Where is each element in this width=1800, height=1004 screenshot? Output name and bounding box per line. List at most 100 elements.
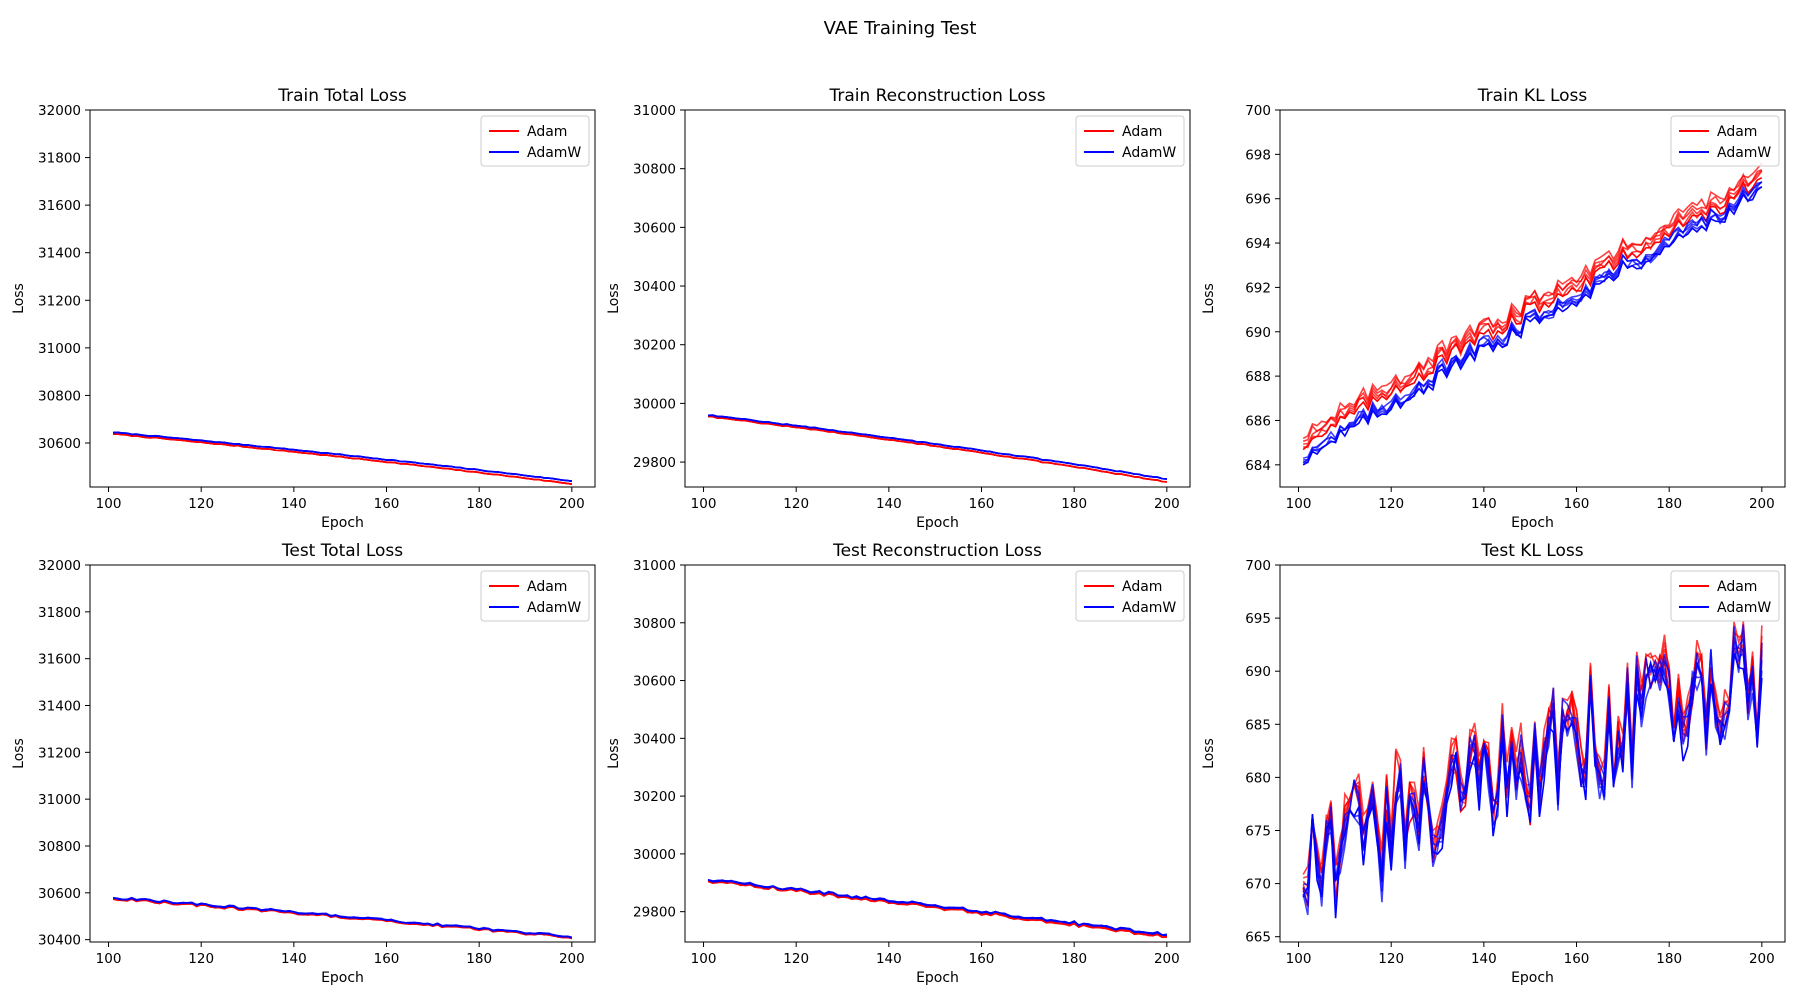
x-tick-label: 140 — [281, 951, 307, 967]
legend-box — [1670, 115, 1780, 167]
y-tick-label: 30800 — [38, 388, 81, 404]
legend-label-adam: Adam — [1717, 124, 1757, 140]
subplot-title: Test Total Loss — [281, 541, 403, 561]
series-line-adam — [113, 433, 572, 485]
x-tick-label: 160 — [374, 496, 400, 512]
plot-frame — [89, 564, 596, 943]
y-tick-label: 692 — [1245, 280, 1271, 296]
y-tick-label: 29800 — [633, 905, 676, 921]
figure-title: VAE Training Test — [824, 18, 977, 39]
subplot-3: 100 120 140 160 180 200 684 686 688 690 692 694 696 6… — [1201, 86, 1786, 531]
x-tick-label: 100 — [691, 496, 717, 512]
y-axis-label: Loss — [1201, 738, 1217, 769]
y-tick-label: 30400 — [633, 279, 676, 295]
plot-area — [1302, 162, 1763, 466]
x-axis-label: Epoch — [321, 970, 364, 986]
y-tick-label: 30000 — [633, 396, 676, 412]
plot-frame — [684, 564, 1191, 943]
y-tick-label: 30800 — [633, 162, 676, 178]
y-tick-label: 30600 — [38, 886, 81, 902]
x-tick-label: 180 — [1656, 496, 1682, 512]
x-tick-label: 160 — [1564, 951, 1590, 967]
subplot-title: Test Reconstruction Loss — [832, 541, 1042, 561]
series-line-adam — [708, 415, 1167, 483]
legend-label-adamw: AdamW — [1717, 145, 1771, 161]
y-tick-label: 695 — [1245, 611, 1271, 627]
x-axis-label: Epoch — [321, 515, 364, 531]
legend-label-adam: Adam — [1717, 579, 1757, 595]
subplot-6: 100 120 140 160 180 200 665 670 675 680 685 690 695 7… — [1201, 541, 1786, 986]
y-tick-label: 30600 — [633, 220, 676, 236]
y-tick-label: 32000 — [38, 103, 81, 119]
x-tick-label: 100 — [96, 496, 122, 512]
y-tick-label: 31400 — [38, 246, 81, 262]
x-axis-label: Epoch — [1511, 515, 1554, 531]
plot-frame — [684, 109, 1191, 488]
y-tick-label: 30800 — [633, 616, 676, 632]
subplot-2: 100 120 140 160 180 200 29800 30000 30200 30400 30… — [606, 86, 1191, 531]
x-tick-label: 160 — [374, 951, 400, 967]
series-line-adam — [1302, 176, 1763, 451]
series-line-adam — [1303, 169, 1763, 445]
legend-label-adamw: AdamW — [527, 600, 581, 616]
x-tick-label: 200 — [559, 951, 585, 967]
y-tick-label: 30600 — [633, 674, 676, 690]
y-tick-label: 31000 — [38, 792, 81, 808]
y-tick-label: 690 — [1245, 325, 1271, 341]
series-line-adam — [113, 433, 572, 485]
plot-frame — [1279, 564, 1786, 943]
series-line-adamw — [707, 879, 1167, 936]
y-tick-label: 694 — [1245, 236, 1271, 252]
subplot-5: 100 120 140 160 180 200 29800 30000 30200 30400 30… — [606, 541, 1191, 986]
x-axis-label: Epoch — [1511, 970, 1554, 986]
x-tick-label: 120 — [1378, 951, 1404, 967]
x-tick-label: 120 — [1378, 496, 1404, 512]
plot-area — [113, 431, 572, 485]
x-tick-label: 160 — [969, 951, 995, 967]
x-tick-label: 100 — [691, 951, 717, 967]
x-tick-label: 200 — [1749, 496, 1775, 512]
series-line-adamw — [1302, 181, 1762, 459]
series-line-adamw — [1302, 186, 1763, 464]
y-tick-label: 29800 — [633, 455, 676, 471]
legend-label-adamw: AdamW — [527, 145, 581, 161]
x-tick-label: 100 — [1286, 496, 1312, 512]
y-tick-label: 31600 — [38, 198, 81, 214]
y-tick-label: 685 — [1245, 717, 1271, 733]
y-axis-label: Loss — [11, 738, 27, 769]
y-tick-label: 670 — [1245, 877, 1271, 893]
y-tick-label: 700 — [1245, 558, 1271, 574]
series-line-adam — [113, 433, 572, 485]
y-tick-label: 30000 — [633, 847, 676, 863]
y-tick-label: 31200 — [38, 293, 81, 309]
series-line-adamw — [1302, 626, 1763, 898]
series-line-adam — [707, 880, 1167, 938]
x-tick-label: 180 — [1656, 951, 1682, 967]
legend: Adam AdamW — [480, 570, 590, 622]
y-tick-label: 30400 — [633, 731, 676, 747]
y-tick-label: 31400 — [38, 698, 81, 714]
y-tick-label: 30600 — [38, 436, 81, 452]
series-line-adamw — [1302, 185, 1763, 466]
x-tick-label: 120 — [783, 496, 809, 512]
legend-label-adam: Adam — [1122, 124, 1162, 140]
y-tick-label: 30400 — [38, 933, 81, 949]
subplot-title: Test KL Loss — [1480, 541, 1583, 561]
x-tick-label: 120 — [188, 951, 214, 967]
subplot-title: Train Total Loss — [277, 86, 407, 106]
plot-frame — [89, 109, 596, 488]
legend-box — [480, 570, 590, 622]
y-tick-label: 680 — [1245, 770, 1271, 786]
y-axis-label: Loss — [11, 283, 27, 314]
y-axis-label: Loss — [606, 738, 622, 769]
x-tick-label: 120 — [783, 951, 809, 967]
plot-area — [112, 896, 573, 940]
x-tick-label: 200 — [1749, 951, 1775, 967]
x-axis-label: Epoch — [916, 970, 959, 986]
y-tick-label: 700 — [1245, 103, 1271, 119]
plot-area — [1302, 621, 1763, 919]
legend: Adam AdamW — [1670, 570, 1780, 622]
series-line-adamw — [1302, 180, 1763, 464]
